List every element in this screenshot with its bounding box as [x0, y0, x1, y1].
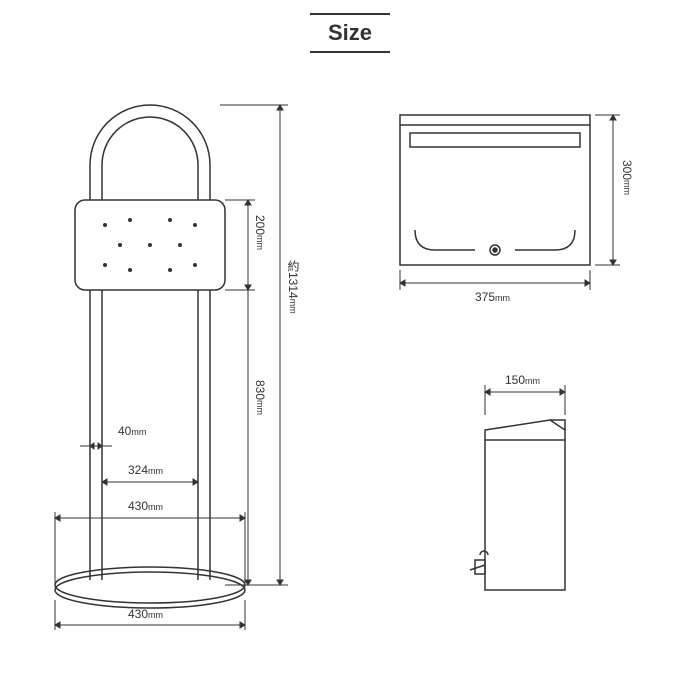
dim-300: 300mm — [620, 160, 634, 195]
dim-375: 375mm — [475, 290, 510, 304]
dim-430b: 430mm — [128, 607, 163, 621]
dim-1314: 約1314mm — [285, 260, 302, 314]
dim-430a: 430mm — [128, 499, 163, 513]
dim-200: 200mm — [253, 215, 267, 250]
title-block: Size — [310, 10, 390, 56]
title-rule-bottom — [310, 51, 390, 53]
dim-324: 324mm — [128, 463, 163, 477]
dim-830: 830mm — [253, 380, 267, 415]
front-box-drawing — [380, 95, 660, 315]
side-box-drawing — [430, 370, 630, 630]
dim-40: 40mm — [118, 424, 146, 438]
dim-150: 150mm — [505, 373, 540, 387]
page-title: Size — [310, 18, 390, 48]
title-rule-top — [310, 13, 390, 15]
stand-drawing — [20, 80, 340, 650]
